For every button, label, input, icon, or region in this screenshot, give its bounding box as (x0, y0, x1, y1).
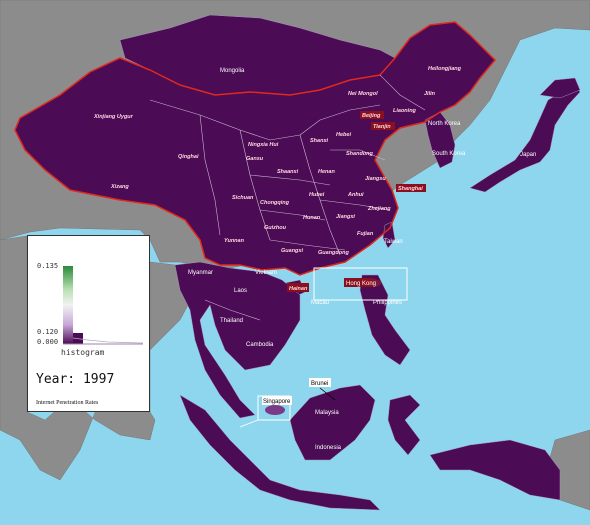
label-guangdong: Guangdong (318, 250, 349, 256)
label-hunan: Hunan (303, 215, 321, 221)
sulawesi-region (387, 394, 421, 456)
label-anhui: Anhui (347, 192, 364, 198)
philippines-region (359, 274, 411, 366)
label-hebei: Hebei (336, 132, 351, 138)
color-scale-bar (63, 266, 73, 344)
label-gansu: Gansu (246, 156, 264, 162)
legend-panel: 0.135 0.120 0.000 histogram Year: 1997 I… (27, 235, 150, 412)
label-fujian: Fujian (357, 231, 374, 237)
label-south-korea: South Korea (432, 151, 466, 157)
histogram-label: histogram (61, 348, 105, 357)
label-vietnam: Vietnam (255, 270, 277, 276)
label-liaoning: Liaoning (393, 108, 417, 114)
label-laos: Laos (234, 288, 247, 294)
label-philippines: Philippines (373, 300, 402, 306)
label-jilin: Jilin (424, 91, 436, 97)
label-ningxia: Ningxia Hui (248, 142, 279, 148)
legend-subtitle: Internet Penetration Rates (36, 400, 99, 406)
data-regions (14, 14, 581, 511)
tick-min: 0.000 (37, 338, 59, 346)
label-mongolia: Mongolia (220, 68, 245, 74)
sumatra-java-region (179, 394, 381, 511)
tick-mid: 0.120 (37, 328, 59, 336)
label-shaanxi: Shaanxi (277, 169, 299, 175)
label-qinghai: Qinghai (178, 154, 199, 160)
province-lines (149, 74, 426, 321)
indochina-region (174, 261, 301, 419)
label-shandong: Shandong (346, 151, 374, 157)
label-xinjiang: Xinjiang Uygur (93, 114, 134, 120)
label-singapore: Singapore (263, 399, 291, 405)
singapore-island (265, 405, 285, 415)
taiwan-region (382, 221, 396, 249)
label-heilongjiang: Heilongjiang (428, 66, 462, 72)
japan-region (469, 84, 581, 193)
label-nei-mongol: Nei Mongol (348, 91, 378, 97)
label-macau: Macau (311, 300, 329, 306)
label-jiangxi: Jiangxi (336, 214, 355, 220)
label-thailand: Thailand (220, 318, 243, 324)
label-sichuan: Sichuan (232, 195, 254, 201)
year-label: Year: 1997 (36, 372, 115, 387)
label-shanghai: Shanghai (398, 186, 423, 192)
label-indonesia: Indonesia (315, 445, 342, 451)
province-labels: Heilongjiang Nei Mongol Jilin Liaoning X… (93, 66, 462, 256)
label-hainan: Hainan (289, 286, 308, 292)
label-north-korea: North Korea (428, 121, 461, 127)
label-hubei: Hubei (309, 192, 325, 198)
label-henan: Henan (318, 169, 335, 175)
label-taiwan: Taiwan (384, 239, 403, 245)
label-cambodia: Cambodia (246, 342, 274, 348)
boxed-labels: Brunei Singapore Hong Kong Hainan Shangh… (262, 111, 426, 405)
label-yunnan: Yunnan (224, 238, 245, 244)
brunei-leader (319, 387, 336, 401)
label-beijing: Beijing (362, 113, 381, 119)
korea-region (424, 111, 456, 169)
label-guizhou: Guizhou (264, 225, 287, 231)
label-chongqing: Chongqing (260, 200, 290, 206)
label-hong-kong: Hong Kong (346, 281, 376, 287)
label-shanxi: Shanxi (310, 138, 329, 144)
color-histogram (63, 266, 144, 345)
label-japan: Japan (520, 152, 536, 158)
label-jiangsu: Jiangsu (365, 176, 386, 182)
label-malaysia: Malaysia (315, 410, 339, 416)
label-xizang: Xizang (110, 184, 129, 190)
hong-kong-inset (313, 267, 408, 301)
label-myanmar: Myanmar (188, 270, 213, 276)
label-tianjin: Tianjin (373, 124, 391, 130)
label-brunei: Brunei (311, 381, 328, 387)
label-zhejiang: Zhejiang (367, 206, 391, 212)
label-guangxi: Guangxi (281, 248, 303, 254)
country-labels: Mongolia North Korea South Korea Japan T… (188, 68, 536, 451)
histogram-curve (72, 337, 144, 344)
tick-max: 0.135 (37, 262, 59, 270)
china-border (14, 21, 497, 276)
japan-north (539, 77, 581, 99)
singapore-leader (239, 419, 259, 428)
borneo-region (289, 384, 376, 461)
eastern-islands-region (429, 439, 561, 501)
